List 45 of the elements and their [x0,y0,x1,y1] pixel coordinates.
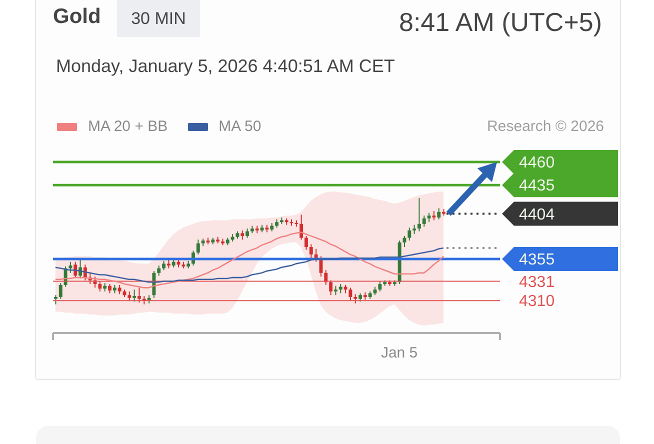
legend-label: MA 50 [218,118,262,136]
candlestick [300,214,304,240]
ref-line-label: 4331 [519,274,555,291]
candlestick [309,244,313,259]
candlestick [427,212,431,223]
candlestick [54,294,58,305]
candlestick [334,285,338,296]
x-tick-label: Jan 5 [380,344,418,362]
candlestick [98,280,102,292]
candlestick [304,235,308,250]
chart-subtitle: Monday, January 5, 2026 4:40:51 AM CET [56,56,395,76]
candlestick [240,230,244,240]
candlestick [422,215,426,228]
text: 8:41 AM (UTC+5) [398,7,602,37]
candlestick [417,198,421,232]
candlestick [58,282,62,300]
candlestick [246,228,250,238]
candlestick [128,290,132,302]
candlestick [157,265,161,276]
candlestick [348,287,352,302]
candlestick [412,224,416,235]
candlestick [329,280,333,296]
candlestick [108,284,112,294]
candlestick [68,261,72,274]
ref-line-label: 4460 [519,154,555,172]
candlestick [338,284,342,294]
candlestick [162,260,166,271]
ref-line-label: 4435 [519,178,555,195]
candlestick [354,294,358,304]
ref-line-label: 4404 [519,206,555,224]
candlestick [408,227,412,242]
candlestick [378,280,382,292]
candlestick [437,208,441,220]
candlestick [118,284,122,295]
ref-line-label: 4310 [519,293,555,310]
chart-title: Gold [53,5,101,28]
candlestick [138,287,141,303]
candlestick [132,289,136,302]
ref-line-label: 4355 [519,252,555,269]
legend-label: MA 20 + BB [88,118,168,136]
candlestick [196,239,200,255]
candlestick [432,210,436,221]
candlestick [314,248,318,262]
text: 30 MIN [131,8,186,28]
text: Research © 2026 [487,118,604,135]
